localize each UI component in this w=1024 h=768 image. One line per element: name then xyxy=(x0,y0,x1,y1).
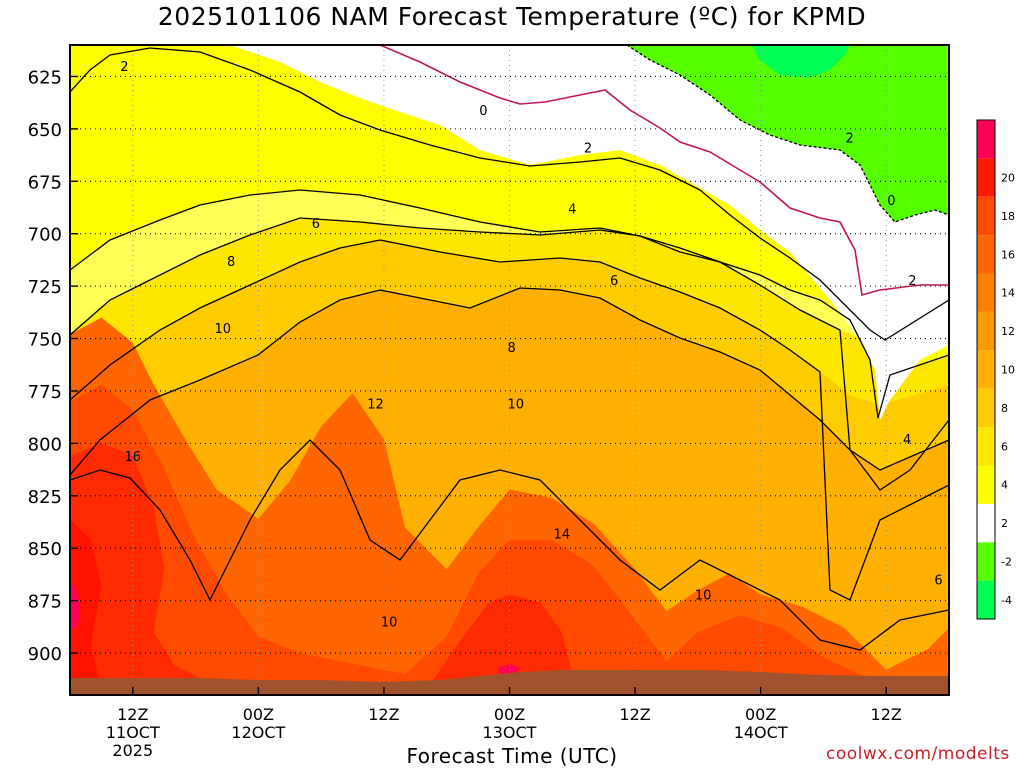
warm-band-2 xyxy=(70,443,594,691)
contour-labels: 2 0 2 4 6 8 10 12 16 6 8 10 14 10 10 2 0 2 4 6 xyxy=(120,60,942,631)
y-axis: 625 650 675 700 725 750 775 800 825 850 875 900 xyxy=(28,67,78,665)
x-tick-label: 12Z xyxy=(619,705,650,724)
x-tick-label: 11OCT xyxy=(106,723,160,742)
colorbar-swatch xyxy=(977,158,995,197)
y-tick-label: 900 xyxy=(28,644,62,665)
colorbar-label: 14 xyxy=(1001,287,1015,300)
contour-label: 10 xyxy=(508,398,525,413)
x-tick-label: 00Z xyxy=(243,705,274,724)
colorbar-label: 8 xyxy=(1001,402,1008,415)
colorbar-swatch xyxy=(977,311,995,351)
colorbar-swatch xyxy=(977,427,995,466)
colorbar-swatch xyxy=(977,273,995,312)
contour-label: 2 xyxy=(584,142,592,157)
colorbar-frame xyxy=(976,119,996,620)
chart-title: 2025101106 NAM Forecast Temperature (ºC)… xyxy=(157,2,867,31)
colorbar-label: 4 xyxy=(1001,479,1008,492)
x-tick-label: 2025 xyxy=(112,741,153,760)
y-tick-label: 850 xyxy=(28,539,62,560)
y-tick-label: 775 xyxy=(28,382,62,403)
contour-label: 6 xyxy=(934,574,942,589)
y-tick-label: 800 xyxy=(28,434,62,455)
colorbar-swatch xyxy=(977,120,995,159)
contour-label: 0 xyxy=(887,194,895,209)
y-tick-label: 825 xyxy=(28,487,62,508)
contour-label: 0 xyxy=(479,104,487,119)
colorbar-label: 6 xyxy=(1001,440,1008,453)
contour-label: 12 xyxy=(367,398,384,413)
contour-8 xyxy=(70,239,949,601)
warm-bands xyxy=(70,317,949,695)
contour-4 xyxy=(70,189,949,419)
colorbar-label: 12 xyxy=(1001,325,1015,338)
contour-label: 2 xyxy=(845,131,853,146)
contour-label: 8 xyxy=(227,255,235,270)
colorbar-swatch xyxy=(977,503,995,543)
colorbar-swatch xyxy=(977,235,995,274)
band-white xyxy=(230,45,949,420)
contour-minus2 xyxy=(626,45,949,223)
band-coldest xyxy=(752,45,850,78)
x-tick-label: 12Z xyxy=(871,705,902,724)
contour-label: 8 xyxy=(507,341,515,356)
contour-lines xyxy=(70,47,949,651)
colorbar-label: 20 xyxy=(1001,172,1015,185)
contour-label: 10 xyxy=(695,588,712,603)
contour-label: 6 xyxy=(610,274,618,289)
warm-band-3 xyxy=(70,518,102,691)
y-tick-label: 875 xyxy=(28,592,62,613)
x-tick-label: 00Z xyxy=(494,705,525,724)
x-tick-label: 13OCT xyxy=(483,723,537,742)
contour-0 xyxy=(379,45,949,297)
contour-label: 6 xyxy=(312,217,320,232)
colorbar-swatch xyxy=(977,388,995,428)
contour-label: 14 xyxy=(554,528,571,543)
contour-10 xyxy=(70,287,949,476)
y-tick-label: 650 xyxy=(28,120,62,141)
colorbar-label: 16 xyxy=(1001,248,1015,261)
x-tick-label: 14OCT xyxy=(734,723,788,742)
colorbar: -4 -2 2 4 6 8 10 12 14 16 18 20 xyxy=(976,119,1015,620)
y-tick-label: 750 xyxy=(28,330,62,351)
colorbar-label: 2 xyxy=(1001,517,1008,530)
x-tick-label: 12Z xyxy=(368,705,399,724)
colorbar-swatch xyxy=(977,465,995,504)
colorbar-label: 18 xyxy=(1001,210,1015,223)
colorbar-label: -2 xyxy=(1001,555,1012,568)
contour-label: 4 xyxy=(568,203,576,218)
contour-label: 10 xyxy=(215,322,232,337)
warm-band-1 xyxy=(70,384,949,695)
contour-12 xyxy=(70,439,949,651)
colorbar-swatch xyxy=(977,350,995,389)
contour-label: 2 xyxy=(908,274,916,289)
colorbar-swatch xyxy=(977,196,995,236)
contour-label: 2 xyxy=(120,60,128,75)
x-tick-label: 00Z xyxy=(745,705,776,724)
contour-label: 4 xyxy=(903,433,911,448)
x-tick-label: 12Z xyxy=(117,705,148,724)
x-tick-label: 12OCT xyxy=(231,723,285,742)
contour-2 xyxy=(70,47,949,341)
hotspot-2 xyxy=(498,664,520,674)
hotspot-1 xyxy=(70,580,80,630)
colorbar-label: -4 xyxy=(1001,594,1012,607)
colorbar-swatch xyxy=(977,542,995,581)
colorbar-swatch xyxy=(977,580,995,619)
y-tick-label: 625 xyxy=(28,67,62,88)
colorbar-label: 10 xyxy=(1001,364,1015,377)
credit-link[interactable]: coolwx.com/modelts xyxy=(826,744,1010,764)
y-tick-label: 675 xyxy=(28,172,62,193)
terrain xyxy=(70,670,949,695)
warm-band-0 xyxy=(70,317,949,695)
y-tick-label: 700 xyxy=(28,225,62,246)
band-cold xyxy=(627,45,949,222)
x-axis-title: Forecast Time (UTC) xyxy=(406,744,618,768)
contour-6 xyxy=(70,217,949,491)
y-tick-label: 725 xyxy=(28,277,62,298)
contour-label: 10 xyxy=(381,616,398,631)
contour-label: 16 xyxy=(125,450,142,465)
